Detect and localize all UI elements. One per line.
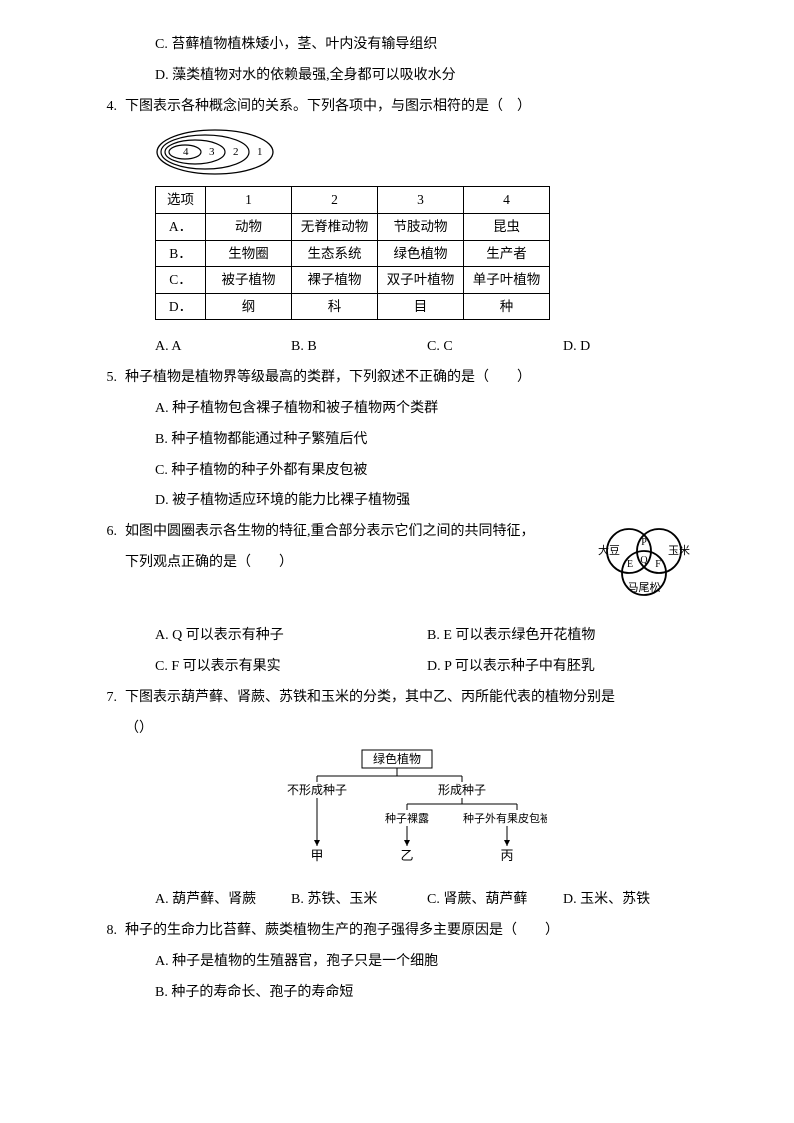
- svg-text:形成种子: 形成种子: [438, 783, 486, 797]
- svg-text:F: F: [655, 559, 661, 570]
- svg-text:马尾松: 马尾松: [628, 580, 661, 594]
- oval-label-3: 3: [209, 146, 215, 158]
- svg-text:乙: 乙: [400, 848, 413, 863]
- q8-option-a: A. 种子是植物的生殖器官，孢子只是一个细胞: [95, 947, 699, 978]
- svg-text:绿色植物: 绿色植物: [373, 751, 421, 766]
- q4: 4. 下图表示各种概念间的关系。下列各项中，与图示相符的是（ ）: [95, 92, 699, 123]
- q6: 6. 如图中圆圈表示各生物的特征,重合部分表示它们之间的共同特征，: [95, 517, 589, 548]
- oval-label-1: 1: [257, 146, 263, 158]
- svg-text:种子外有果皮包被: 种子外有果皮包被: [463, 811, 547, 825]
- svg-text:丙: 丙: [500, 848, 513, 863]
- q4-option-c: C. C: [427, 332, 563, 363]
- table-row: C．被子植物裸子植物双子叶植物单子叶植物: [156, 267, 550, 294]
- option-c: C. 苔藓植物植株矮小，茎、叶内没有输导组织: [95, 30, 699, 61]
- oval-label-2: 2: [233, 146, 239, 158]
- svg-text:不形成种子: 不形成种子: [287, 783, 347, 797]
- q7: 7. 下图表示葫芦藓、肾蕨、苏铁和玉米的分类，其中乙、丙所能代表的植物分别是: [95, 683, 699, 714]
- q8-stem: 种子的生命力比苔藓、蕨类植物生产的孢子强得多主要原因是（ ）: [125, 916, 559, 947]
- q5-option-d: D. 被子植物适应环境的能力比裸子植物强: [95, 486, 699, 517]
- q8: 8. 种子的生命力比苔藓、蕨类植物生产的孢子强得多主要原因是（ ）: [95, 916, 699, 947]
- q6-number: 6.: [95, 517, 125, 548]
- table-row: D．纲科目种: [156, 293, 550, 320]
- q7-tree-diagram: 绿色植物 不形成种子 形成种子 种子裸露 种子外有果皮包被 甲 乙 丙: [95, 748, 699, 881]
- svg-text:Q: Q: [640, 555, 648, 566]
- svg-text:甲: 甲: [310, 848, 323, 863]
- q6-option-a: A. Q 可以表示有种子: [155, 621, 427, 652]
- q6-options-row1: A. Q 可以表示有种子 B. E 可以表示绿色开花植物: [95, 621, 699, 652]
- q6-option-b: B. E 可以表示绿色开花植物: [427, 621, 699, 652]
- q6-stem-1: 如图中圆圈表示各生物的特征,重合部分表示它们之间的共同特征，: [125, 517, 535, 548]
- q7-stem-2: （）: [95, 714, 699, 745]
- q5-stem: 种子植物是植物界等级最高的类群，下列叙述不正确的是（ ）: [125, 363, 531, 394]
- q8-number: 8.: [95, 916, 125, 947]
- q7-option-b: B. 苏铁、玉米: [291, 885, 427, 916]
- q4-options: A. A B. B C. C D. D: [95, 332, 699, 363]
- q4-option-a: A. A: [155, 332, 291, 363]
- q5-number: 5.: [95, 363, 125, 394]
- q5-option-a: A. 种子植物包含裸子植物和被子植物两个类群: [95, 394, 699, 425]
- q8-option-b: B. 种子的寿命长、孢子的寿命短: [95, 978, 699, 1009]
- svg-text:大豆: 大豆: [598, 543, 620, 557]
- q6-option-c: C. F 可以表示有果实: [155, 652, 427, 683]
- q4-stem: 下图表示各种概念间的关系。下列各项中，与图示相符的是（ ）: [125, 92, 531, 123]
- svg-text:E: E: [627, 559, 633, 570]
- q6-options-row2: C. F 可以表示有果实 D. P 可以表示种子中有胚乳: [95, 652, 699, 683]
- q5-option-b: B. 种子植物都能通过种子繁殖后代: [95, 425, 699, 456]
- table-row: B．生物圈生态系统绿色植物生产者: [156, 240, 550, 267]
- q7-options: A. 葫芦藓、肾蕨 B. 苏铁、玉米 C. 肾蕨、葫芦藓 D. 玉米、苏铁: [95, 885, 699, 916]
- q4-table: 选项 1 2 3 4 A．动物无脊椎动物节肢动物昆虫 B．生物圈生态系统绿色植物…: [155, 186, 550, 320]
- option-d: D. 藻类植物对水的依赖最强,全身都可以吸收水分: [95, 61, 699, 92]
- svg-text:P: P: [641, 537, 647, 548]
- q4-option-d: D. D: [563, 332, 699, 363]
- q7-option-a: A. 葫芦藓、肾蕨: [155, 885, 291, 916]
- q4-number: 4.: [95, 92, 125, 123]
- q4-option-b: B. B: [291, 332, 427, 363]
- q7-option-c: C. 肾蕨、葫芦藓: [427, 885, 563, 916]
- table-row: A．动物无脊椎动物节肢动物昆虫: [156, 213, 550, 240]
- q4-oval-diagram: 4 3 2 1: [155, 128, 699, 176]
- q6-option-d: D. P 可以表示种子中有胚乳: [427, 652, 699, 683]
- table-row: 选项 1 2 3 4: [156, 187, 550, 214]
- q6-stem-2: 下列观点正确的是（ ）: [95, 548, 589, 579]
- q5-option-c: C. 种子植物的种子外都有果皮包被: [95, 456, 699, 487]
- q7-number: 7.: [95, 683, 125, 714]
- oval-label-4: 4: [183, 146, 189, 158]
- svg-text:玉米: 玉米: [668, 544, 690, 557]
- svg-text:种子裸露: 种子裸露: [385, 811, 429, 825]
- q7-stem: 下图表示葫芦藓、肾蕨、苏铁和玉米的分类，其中乙、丙所能代表的植物分别是: [125, 683, 615, 714]
- q5: 5. 种子植物是植物界等级最高的类群，下列叙述不正确的是（ ）: [95, 363, 699, 394]
- q7-option-d: D. 玉米、苏铁: [563, 885, 699, 916]
- q6-venn-diagram: 大豆 玉米 马尾松 P Q E F: [589, 521, 699, 601]
